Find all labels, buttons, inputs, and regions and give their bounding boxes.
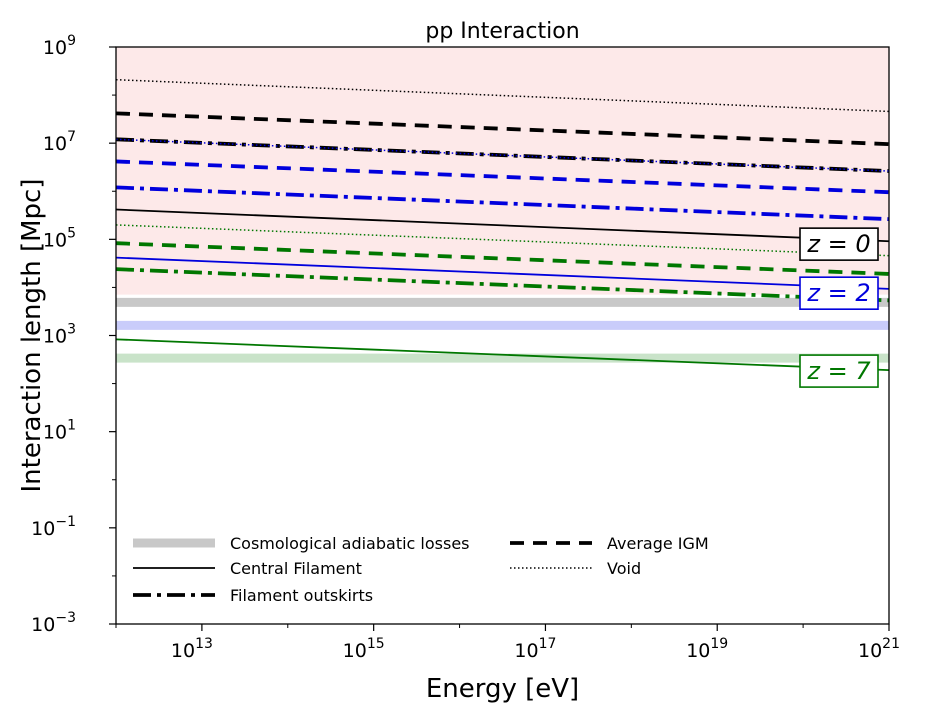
series-line-6	[115, 185, 890, 222]
y-tick-label-0: 109	[43, 33, 76, 59]
series-layer	[115, 78, 890, 372]
shaded-region-layer	[116, 47, 889, 295]
x-tick-label-0: 1013	[171, 636, 213, 662]
redshift-labels-layer: z = 0 z = 2 z = 7	[799, 227, 879, 388]
series-line-0	[115, 78, 890, 113]
legend-label-4: Filament outskirts	[230, 586, 373, 605]
redshift-label-2: z = 7	[806, 357, 871, 385]
legend-label-1: Average IGM	[607, 534, 709, 553]
y-tick-label-1: 107	[43, 129, 76, 155]
y-axis-label: Interaction length [Mpc]	[17, 179, 47, 493]
ticks-layer: 1013 1015 1017 1019 1021 109 107 105 103 101 10−1 1…	[31, 33, 900, 662]
x-tick-label-3: 1019	[686, 636, 728, 662]
legend-label-0: Cosmological adiabatic losses	[230, 534, 470, 553]
series-line-4	[115, 138, 890, 172]
redshift-label-0: z = 0	[806, 230, 870, 258]
redshift-label-1: z = 2	[806, 279, 870, 307]
x-tick-label-2: 1017	[514, 636, 556, 662]
y-tick-label-6: 10−3	[31, 610, 76, 636]
y-tick-label-5: 10−1	[31, 514, 76, 540]
legend: Cosmological adiabatic losses Average IGM…	[133, 534, 709, 605]
legend-label-2: Central Filament	[230, 559, 362, 578]
redshift-box-2	[799, 354, 879, 388]
x-tick-label-4: 1021	[858, 636, 900, 662]
y-tick-label-2: 105	[43, 225, 76, 251]
shaded-region	[116, 47, 889, 295]
x-tick-label-1: 1015	[343, 636, 385, 662]
adiabatic-bands-layer	[116, 297, 889, 363]
chart-title: pp Interaction	[425, 19, 579, 44]
series-line-1	[115, 111, 890, 147]
series-line-10	[115, 267, 890, 303]
series-line-9	[115, 241, 890, 276]
x-axis-label: Energy [eV]	[426, 674, 579, 704]
y-tick-label-3: 103	[43, 322, 76, 348]
redshift-box-1	[799, 276, 879, 310]
series-line-8	[115, 224, 890, 257]
redshift-box-0	[799, 227, 879, 261]
series-line-11	[115, 338, 890, 372]
series-line-7	[115, 256, 890, 290]
series-line-5	[115, 159, 890, 195]
series-line-3	[115, 208, 890, 243]
y-tick-label-4: 101	[43, 418, 76, 444]
legend-label-3: Void	[607, 559, 641, 578]
